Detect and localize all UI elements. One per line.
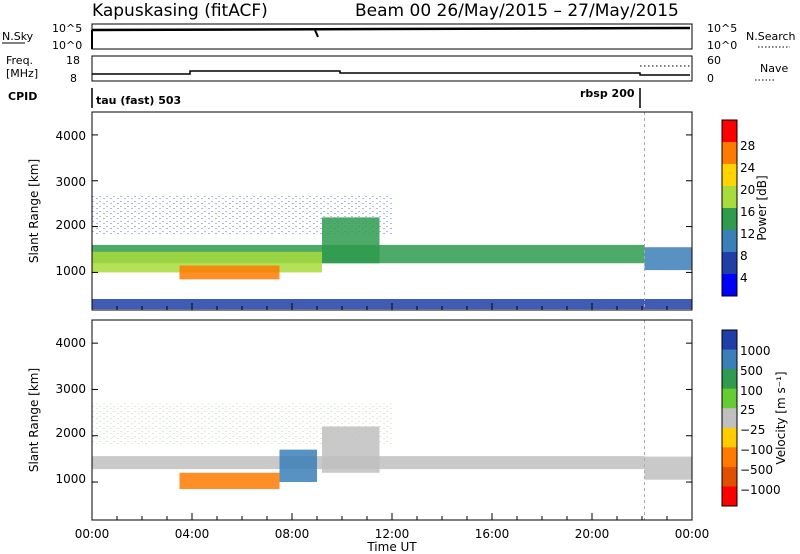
- time-axis-label: Time UT: [366, 540, 417, 554]
- vel-cb-tick-neg100: −100: [740, 443, 773, 457]
- colorbar-swatch: [722, 274, 737, 297]
- range-cell-positive-patch: [279, 449, 317, 483]
- colorbar-swatch: [722, 427, 737, 448]
- sky-left-tick-bottom: 10^0: [52, 39, 82, 52]
- time-axis-ticks: [91, 303, 693, 520]
- sky-right-tick-top: 10^5: [707, 22, 737, 35]
- velocity-ytick-1000: 1000: [55, 472, 86, 486]
- sky-noise-dip: [314, 29, 319, 38]
- power-cb-tick-16: 16: [740, 205, 755, 219]
- colorbar-swatch: [722, 208, 737, 231]
- time-tick-0: 00:00: [75, 527, 110, 541]
- power-cb-tick-4: 4: [740, 271, 748, 285]
- frequency-trace: [92, 70, 690, 76]
- colorbar-swatch: [722, 447, 737, 468]
- power-ytick-4000: 4000: [55, 129, 86, 143]
- nave-tick-top: 60: [707, 54, 721, 67]
- frequency-panel: [91, 55, 693, 82]
- time-tick-3: 12:00: [375, 527, 410, 541]
- time-tick-2: 08:00: [275, 527, 310, 541]
- vel-cb-tick-500: 500: [740, 364, 763, 378]
- sky-noise-trace: [91, 26, 691, 32]
- power-heatmap: [92, 112, 692, 310]
- colorbar-swatch: [722, 330, 737, 351]
- colorbar-swatch: [722, 120, 737, 143]
- colorbar-swatch: [722, 186, 737, 209]
- velocity-heatmap: [92, 320, 692, 520]
- sky-left-tick-top: 10^5: [52, 22, 82, 35]
- vel-cb-tick-1000: 1000: [740, 344, 771, 358]
- range-cell-strong-patch: [179, 265, 280, 280]
- cpid-mode-2: rbsp 200: [580, 87, 635, 100]
- vel-cb-tick-neg500: −500: [740, 463, 773, 477]
- freq-tick-top: 18: [66, 54, 80, 67]
- range-cell-arc: [322, 217, 380, 264]
- power-cb-tick-8: 8: [740, 249, 748, 263]
- colorbar-swatch: [722, 486, 737, 507]
- power-ytick-3000: 3000: [55, 175, 86, 189]
- freq-label-2: [MHz]: [6, 67, 38, 80]
- freq-tick-bottom: 8: [70, 72, 77, 85]
- colorbar-swatch: [722, 408, 737, 429]
- colorbar-swatch: [722, 164, 737, 187]
- station-title: Kapuskasing (fitACF): [92, 1, 268, 21]
- time-tick-5: 20:00: [575, 527, 610, 541]
- range-cell-arc: [322, 426, 380, 473]
- power-cb-tick-28: 28: [740, 139, 755, 153]
- power-cb-tick-12: 12: [740, 227, 755, 241]
- power-ylabel: Slant Range [km]: [27, 159, 41, 263]
- power-colorbar-label: Power [dB]: [755, 175, 769, 240]
- colorbar-swatch: [722, 466, 737, 487]
- velocity-ylabel: Slant Range [km]: [27, 368, 41, 472]
- velocity-ytick-4000: 4000: [55, 336, 86, 350]
- time-tick-6: 00:00: [675, 527, 710, 541]
- colorbar-swatch: [722, 252, 737, 275]
- velocity-colorbar: [722, 330, 737, 507]
- vel-cb-tick-neg1000: −1000: [740, 483, 781, 497]
- power-cb-tick-20: 20: [740, 183, 755, 197]
- freq-label-1: Freq.: [6, 54, 33, 67]
- vel-cb-tick-neg25: −25: [740, 423, 765, 437]
- beam-date-title: Beam 00 26/May/2015 – 27/May/2015: [355, 1, 679, 21]
- velocity-colorbar-label: Velocity [m s⁻¹]: [774, 371, 788, 464]
- colorbar-swatch: [722, 349, 737, 370]
- colorbar-swatch: [722, 388, 737, 409]
- nave-label: Nave: [760, 62, 788, 75]
- cpid-mode-1: tau (fast) 503: [96, 94, 181, 107]
- vel-cb-tick-100: 100: [740, 384, 763, 398]
- colorbar-swatch: [722, 142, 737, 165]
- range-cell-flow-patch: [179, 472, 280, 489]
- sky-right-tick-bottom: 10^0: [707, 39, 737, 52]
- vel-cb-tick-25: 25: [740, 403, 755, 417]
- velocity-colorbar-frame: [721, 329, 738, 507]
- colorbar-swatch: [722, 230, 737, 253]
- sky-panel-left-label: N.Sky: [2, 30, 34, 43]
- velocity-ytick-2000: 2000: [55, 426, 86, 440]
- time-tick-1: 04:00: [175, 527, 210, 541]
- range-cell-late-band: [644, 247, 692, 271]
- sky-panel-right-label: N.Search: [746, 30, 796, 43]
- colorbar-swatch: [722, 369, 737, 390]
- power-ytick-2000: 2000: [55, 218, 86, 232]
- velocity-ytick-3000: 3000: [55, 382, 86, 396]
- cpid-label: CPID: [8, 90, 37, 103]
- range-cell-late-band: [644, 456, 692, 480]
- nave-tick-bottom: 0: [707, 72, 714, 85]
- power-cb-tick-24: 24: [740, 161, 755, 175]
- time-tick-4: 16:00: [475, 527, 510, 541]
- power-colorbar: [722, 120, 737, 297]
- power-ytick-1000: 1000: [55, 264, 86, 278]
- power-colorbar-frame: [721, 119, 738, 297]
